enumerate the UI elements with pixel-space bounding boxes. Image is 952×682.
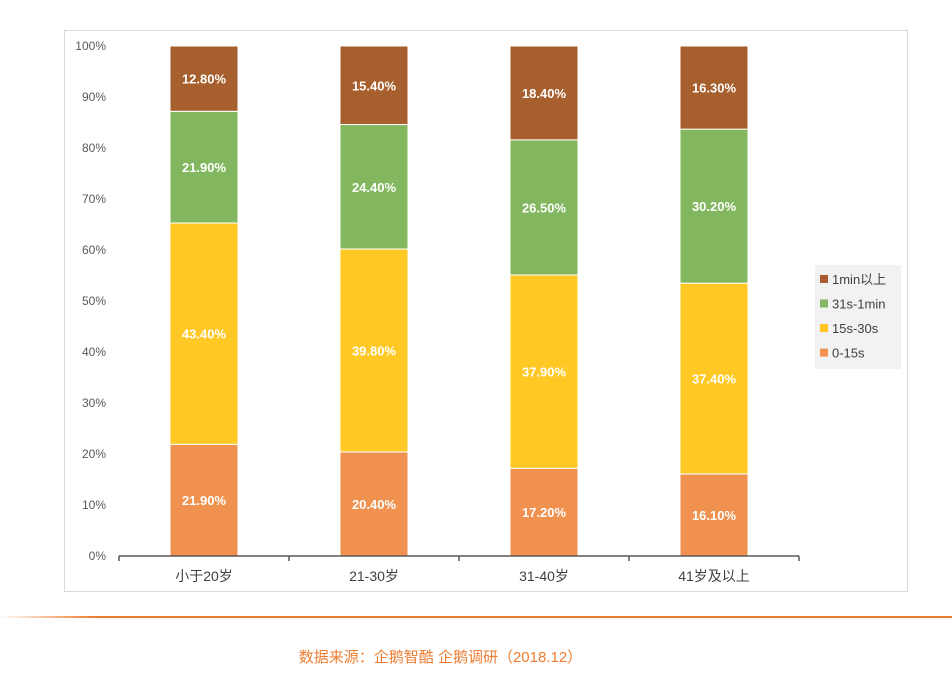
data-label: 26.50% xyxy=(522,200,567,215)
data-label: 16.30% xyxy=(692,81,737,96)
bar-segment xyxy=(509,45,579,141)
bar-segment xyxy=(509,274,579,469)
data-label: 16.10% xyxy=(692,508,737,523)
bar-segment xyxy=(679,473,749,557)
chart-frame: 0% 10% 20% 30% 40% 50% 60% 70% 80% 90% 100% 21.90% 4… xyxy=(64,30,908,592)
stacked-bar-chart: 0% 10% 20% 30% 40% 50% 60% 70% 80% 90% 100% 21.90% 4… xyxy=(75,39,901,584)
y-tick-label: 80% xyxy=(82,141,106,155)
data-label: 24.40% xyxy=(352,180,397,195)
data-label: 18.40% xyxy=(522,86,567,101)
divider-line xyxy=(0,616,952,618)
data-label: 15.40% xyxy=(352,78,397,93)
legend-swatch xyxy=(820,275,828,283)
y-tick-label: 100% xyxy=(75,39,106,53)
y-tick-label: 0% xyxy=(89,549,107,563)
legend-swatch xyxy=(820,324,828,332)
bar-segment xyxy=(169,45,239,112)
legend-label: 31s-1min xyxy=(832,297,885,312)
data-label: 17.20% xyxy=(522,505,567,520)
y-tick-label: 10% xyxy=(82,498,106,512)
source-note: 数据来源：企鹅智酷 企鹅调研（2018.12） xyxy=(298,649,583,666)
legend-box xyxy=(815,265,901,369)
bar-segment xyxy=(339,124,409,250)
y-tick-label: 30% xyxy=(82,396,106,410)
bar-segment xyxy=(339,451,409,557)
legend-swatch xyxy=(820,348,828,357)
data-label: 43.40% xyxy=(182,327,227,342)
category-label: 31-40岁 xyxy=(519,568,569,584)
bar-segment xyxy=(679,128,749,284)
bar-segment xyxy=(169,443,239,557)
legend-label: 15s-30s xyxy=(832,321,879,336)
legend-label: 0-15s xyxy=(832,346,865,361)
legend-swatch xyxy=(820,299,828,308)
data-label: 12.80% xyxy=(182,72,227,87)
category-label: 21-30岁 xyxy=(349,568,399,584)
y-tick-label: 40% xyxy=(82,345,106,359)
data-label: 21.90% xyxy=(182,493,227,508)
data-label: 20.40% xyxy=(352,497,397,512)
y-tick-label: 90% xyxy=(82,90,106,104)
y-tick-label: 20% xyxy=(82,447,106,461)
bar-segment xyxy=(679,45,749,130)
legend-label: 1min以上 xyxy=(832,272,886,287)
bar-segment xyxy=(339,248,409,453)
data-label: 39.80% xyxy=(352,343,397,358)
bar-segment xyxy=(509,139,579,276)
data-label: 21.90% xyxy=(182,160,227,175)
bar-segment xyxy=(169,222,239,445)
category-label: 41岁及以上 xyxy=(678,568,750,584)
y-tick-label: 60% xyxy=(82,243,106,257)
category-label: 小于20岁 xyxy=(175,568,233,584)
y-tick-label: 70% xyxy=(82,192,106,206)
data-label: 30.20% xyxy=(692,199,737,214)
data-label: 37.90% xyxy=(522,365,567,380)
data-label: 37.40% xyxy=(692,372,737,387)
y-tick-label: 50% xyxy=(82,294,106,308)
bar-segment xyxy=(339,45,409,126)
